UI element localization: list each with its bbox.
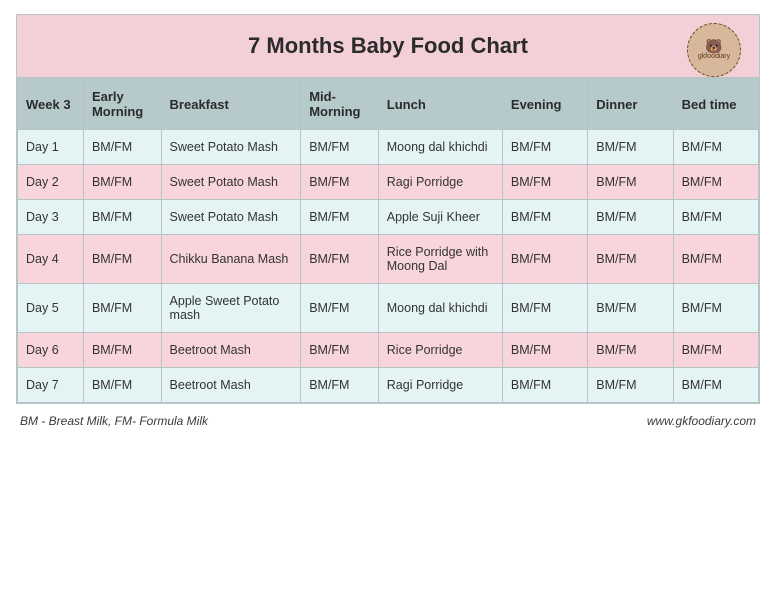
chart-title: 7 Months Baby Food Chart [29,33,747,59]
meal-cell: BM/FM [502,284,587,333]
table-row: Day 3BM/FMSweet Potato MashBM/FMApple Su… [18,200,759,235]
meal-cell: BM/FM [301,368,379,403]
day-cell: Day 5 [18,284,84,333]
meal-cell: BM/FM [301,200,379,235]
col-dinner: Dinner [588,79,673,130]
meal-cell: BM/FM [673,165,758,200]
day-cell: Day 3 [18,200,84,235]
table-row: Day 5BM/FMApple Sweet Potato mashBM/FMMo… [18,284,759,333]
meal-cell: Rice Porridge [378,333,502,368]
meal-cell: BM/FM [502,333,587,368]
meal-cell: BM/FM [588,235,673,284]
site-url: www.gkfoodiary.com [647,414,756,428]
meal-cell: Apple Suji Kheer [378,200,502,235]
meal-cell: BM/FM [673,235,758,284]
legend-text: BM - Breast Milk, FM- Formula Milk [20,414,208,428]
brand-name: gkfoodiary [698,53,730,61]
meal-cell: BM/FM [588,200,673,235]
meal-cell: Moong dal khichdi [378,284,502,333]
meal-cell: BM/FM [83,368,161,403]
meal-cell: Sweet Potato Mash [161,130,301,165]
col-bedtime: Bed time [673,79,758,130]
meal-cell: BM/FM [588,165,673,200]
col-week: Week 3 [18,79,84,130]
table-row: Day 4BM/FMChikku Banana MashBM/FMRice Po… [18,235,759,284]
table-row: Day 7BM/FMBeetroot MashBM/FMRagi Porridg… [18,368,759,403]
meal-cell: Ragi Porridge [378,368,502,403]
meal-cell: BM/FM [502,130,587,165]
meal-cell: BM/FM [502,368,587,403]
meal-cell: Moong dal khichdi [378,130,502,165]
meal-cell: BM/FM [83,235,161,284]
day-cell: Day 6 [18,333,84,368]
table-row: Day 1BM/FMSweet Potato MashBM/FMMoong da… [18,130,759,165]
meal-cell: BM/FM [673,284,758,333]
meal-cell: Apple Sweet Potato mash [161,284,301,333]
meal-cell: BM/FM [502,235,587,284]
day-cell: Day 4 [18,235,84,284]
food-chart-table: Week 3 Early Morning Breakfast Mid-Morni… [17,78,759,403]
meal-cell: BM/FM [502,165,587,200]
meal-cell: BM/FM [301,333,379,368]
meal-cell: BM/FM [83,284,161,333]
meal-cell: Chikku Banana Mash [161,235,301,284]
meal-cell: BM/FM [83,165,161,200]
meal-cell: BM/FM [301,235,379,284]
meal-cell: BM/FM [301,130,379,165]
table-body: Day 1BM/FMSweet Potato MashBM/FMMoong da… [18,130,759,403]
meal-cell: Beetroot Mash [161,368,301,403]
bear-icon: 🐻 [705,39,722,53]
meal-cell: BM/FM [673,130,758,165]
meal-cell: BM/FM [588,130,673,165]
table-row: Day 2BM/FMSweet Potato MashBM/FMRagi Por… [18,165,759,200]
table-row: Day 6BM/FMBeetroot MashBM/FMRice Porridg… [18,333,759,368]
meal-cell: BM/FM [673,368,758,403]
meal-cell: Rice Porridge with Moong Dal [378,235,502,284]
brand-logo: 🐻 gkfoodiary [687,23,741,77]
col-early-morning: Early Morning [83,79,161,130]
col-evening: Evening [502,79,587,130]
meal-cell: BM/FM [83,333,161,368]
meal-cell: BM/FM [502,200,587,235]
food-chart-container: 7 Months Baby Food Chart 🐻 gkfoodiary We… [16,14,760,404]
meal-cell: Sweet Potato Mash [161,165,301,200]
meal-cell: BM/FM [301,165,379,200]
meal-cell: BM/FM [588,368,673,403]
col-breakfast: Breakfast [161,79,301,130]
col-lunch: Lunch [378,79,502,130]
meal-cell: BM/FM [673,200,758,235]
meal-cell: Sweet Potato Mash [161,200,301,235]
meal-cell: BM/FM [83,200,161,235]
col-mid-morning: Mid-Morning [301,79,379,130]
meal-cell: BM/FM [83,130,161,165]
footer: BM - Breast Milk, FM- Formula Milk www.g… [16,414,760,428]
day-cell: Day 2 [18,165,84,200]
table-header-row: Week 3 Early Morning Breakfast Mid-Morni… [18,79,759,130]
meal-cell: BM/FM [301,284,379,333]
meal-cell: BM/FM [673,333,758,368]
day-cell: Day 1 [18,130,84,165]
meal-cell: Ragi Porridge [378,165,502,200]
day-cell: Day 7 [18,368,84,403]
meal-cell: Beetroot Mash [161,333,301,368]
meal-cell: BM/FM [588,333,673,368]
meal-cell: BM/FM [588,284,673,333]
title-bar: 7 Months Baby Food Chart 🐻 gkfoodiary [17,15,759,78]
